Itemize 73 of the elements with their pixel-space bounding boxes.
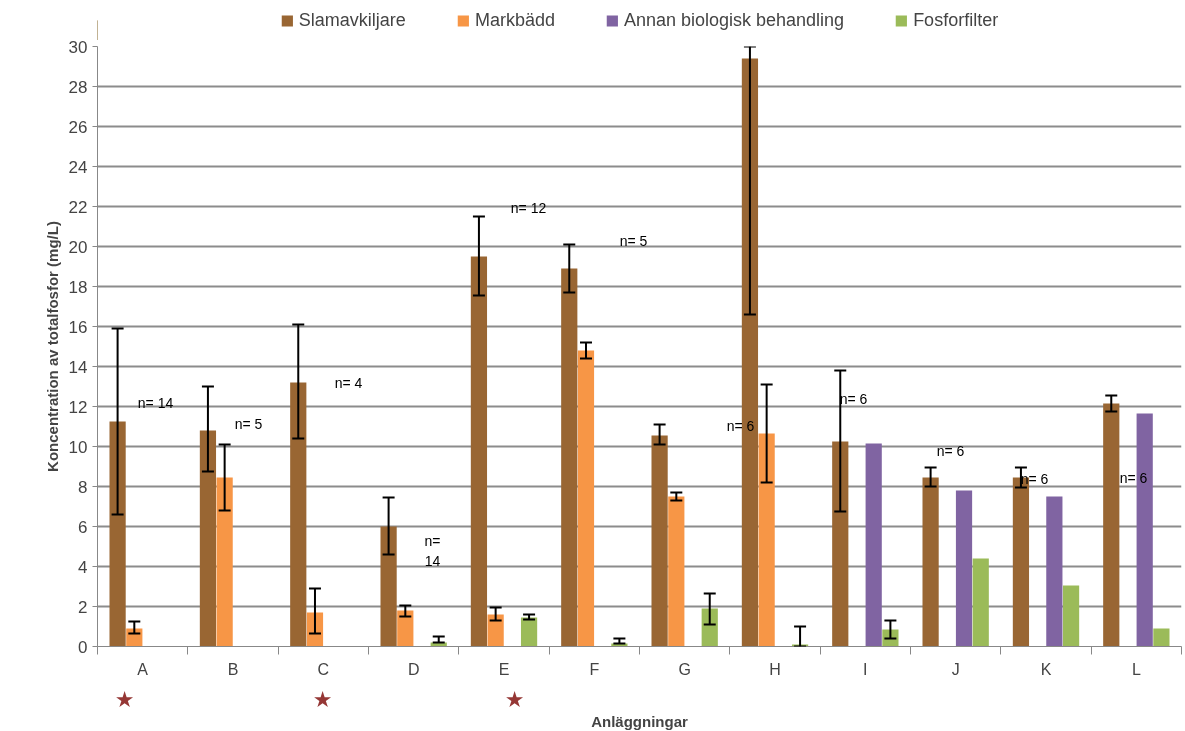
y-tick-label: 2 xyxy=(78,597,88,617)
y-tick-label: 4 xyxy=(78,557,88,577)
x-axis-title: Anläggningar xyxy=(591,712,688,730)
bar xyxy=(561,268,578,647)
bar xyxy=(1103,403,1120,647)
bar xyxy=(487,614,504,647)
y-tick-label: 30 xyxy=(68,37,88,57)
y-tick-label: 0 xyxy=(78,637,88,657)
bar xyxy=(520,617,538,647)
legend-label: Annan biologisk behandling xyxy=(623,9,845,31)
y-tick-label: 28 xyxy=(68,77,88,97)
annotation: n= 12 xyxy=(510,199,547,216)
annotation: n= 14 xyxy=(424,532,441,569)
annotation: n= 5 xyxy=(234,415,263,432)
x-tick-label: B xyxy=(227,660,239,678)
x-tick-label: H xyxy=(769,660,781,678)
x-tick-label: F xyxy=(589,660,600,678)
bar xyxy=(290,382,307,647)
y-tick-label: 14 xyxy=(68,357,88,377)
y-tick-label: 20 xyxy=(68,237,88,257)
legend-label: Fosforfilter xyxy=(913,9,999,31)
bar xyxy=(577,350,595,647)
x-tick-label: I xyxy=(863,660,868,678)
bar xyxy=(1153,628,1170,647)
bar xyxy=(1136,413,1153,647)
y-tick-label: 24 xyxy=(68,157,88,177)
bar xyxy=(216,477,233,647)
bar xyxy=(397,610,414,647)
bar xyxy=(832,441,849,647)
x-tick-label: E xyxy=(498,660,510,678)
bar xyxy=(972,558,989,647)
annotation: n= 6 xyxy=(1119,469,1148,486)
y-tick-label: 26 xyxy=(68,117,88,137)
y-tick-label: 10 xyxy=(68,437,88,457)
bar xyxy=(701,608,718,647)
legend-label: Markbädd xyxy=(474,9,555,31)
x-tick-label: L xyxy=(1131,660,1141,678)
annotation: n= 6 xyxy=(936,442,965,459)
bar xyxy=(741,58,759,647)
bar xyxy=(109,421,126,647)
annotation: n= 4 xyxy=(334,374,363,391)
annotation: n= 14 xyxy=(137,394,174,411)
annotation: n= 6 xyxy=(839,390,868,407)
y-tick-label: 22 xyxy=(68,197,88,217)
y-axis-title: Koncentration av totalfosfor (mg/L) xyxy=(43,221,61,472)
x-tick-label: G xyxy=(678,660,691,678)
y-tick-label: 6 xyxy=(78,517,88,537)
x-tick-label: K xyxy=(1040,660,1052,678)
bar xyxy=(470,256,488,647)
bar xyxy=(758,433,775,647)
y-tick-label: 8 xyxy=(78,477,88,497)
text: ★ xyxy=(312,686,333,712)
y-tick-label: 16 xyxy=(68,317,88,337)
bar xyxy=(668,496,685,647)
bar xyxy=(1062,585,1080,647)
bar xyxy=(865,443,882,647)
text: ★ xyxy=(114,686,135,712)
y-tick-label: 18 xyxy=(68,277,88,297)
bar xyxy=(380,526,397,647)
annotation: n= 5 xyxy=(619,232,648,249)
text: ★ xyxy=(504,686,525,712)
bar xyxy=(955,490,973,647)
x-tick-label: D xyxy=(407,660,420,678)
legend-label: Slamavkiljare xyxy=(298,9,406,31)
bar xyxy=(922,477,939,647)
y-tick-label: 12 xyxy=(68,397,88,417)
annotation: n= 6 xyxy=(726,417,755,434)
bar xyxy=(1046,496,1063,647)
bar xyxy=(199,430,217,647)
x-tick-label: C xyxy=(317,660,330,678)
x-tick-label: J xyxy=(951,660,960,678)
bar xyxy=(651,435,668,647)
x-tick-label: A xyxy=(137,660,149,678)
